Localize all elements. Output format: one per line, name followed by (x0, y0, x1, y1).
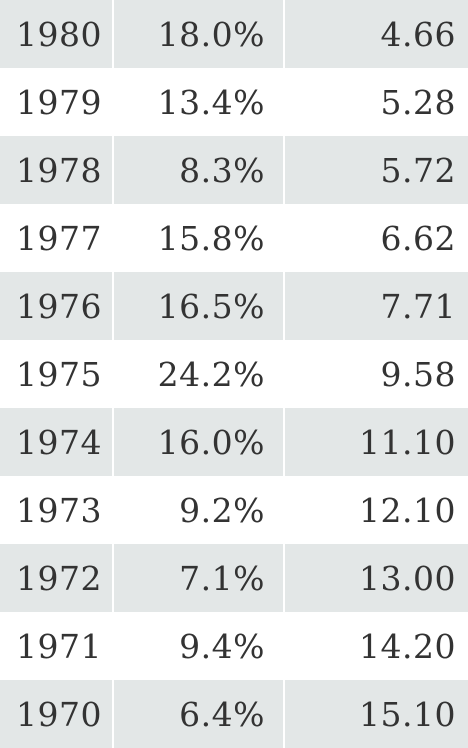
year-cell: 1973 (0, 476, 114, 544)
table-row: 1977 15.8% 6.62 (0, 204, 468, 272)
percent-cell: 9.4% (113, 612, 285, 680)
year-cell: 1976 (0, 272, 114, 340)
percent-cell: 15.8% (113, 204, 285, 272)
year-cell: 1970 (0, 680, 114, 748)
percent-cell: 16.0% (113, 408, 285, 476)
value-cell: 13.00 (359, 558, 456, 598)
percent-cell: 7.1% (113, 544, 285, 612)
value-cell: 15.10 (359, 694, 456, 734)
table-row: 1973 9.2% 12.10 (0, 476, 468, 544)
year-cell: 1972 (0, 544, 114, 612)
year-cell: 1974 (0, 408, 114, 476)
percent-cell: 9.2% (113, 476, 285, 544)
value-cell: 12.10 (359, 490, 456, 530)
value-cell: 4.66 (380, 14, 456, 54)
table-row: 1970 6.4% 15.10 (0, 680, 468, 748)
table-row: 1972 7.1% 13.00 (0, 544, 468, 612)
percent-cell: 6.4% (113, 680, 285, 748)
table-row: 1978 8.3% 5.72 (0, 136, 468, 204)
value-cell: 9.58 (380, 354, 456, 394)
table-row: 1976 16.5% 7.71 (0, 272, 468, 340)
value-cell: 7.71 (380, 286, 456, 326)
table-row: 1975 24.2% 9.58 (0, 340, 468, 408)
percent-cell: 8.3% (113, 136, 285, 204)
value-cell: 11.10 (359, 422, 456, 462)
year-cell: 1980 (0, 0, 114, 68)
percent-cell: 16.5% (113, 272, 285, 340)
table-row: 1974 16.0% 11.10 (0, 408, 468, 476)
year-cell: 1979 (0, 68, 114, 136)
year-cell: 1978 (0, 136, 114, 204)
value-cell: 6.62 (380, 218, 456, 258)
value-cell: 5.72 (380, 150, 456, 190)
year-cell: 1977 (0, 204, 114, 272)
value-cell: 14.20 (359, 626, 456, 666)
percent-cell: 18.0% (113, 0, 285, 68)
table-row: 1971 9.4% 14.20 (0, 612, 468, 680)
table-row: 1980 18.0% 4.66 (0, 0, 468, 68)
year-cell: 1975 (0, 340, 114, 408)
percent-cell: 13.4% (113, 68, 285, 136)
year-cell: 1971 (0, 612, 114, 680)
percent-cell: 24.2% (113, 340, 285, 408)
table-row: 1979 13.4% 5.28 (0, 68, 468, 136)
value-cell: 5.28 (380, 82, 456, 122)
